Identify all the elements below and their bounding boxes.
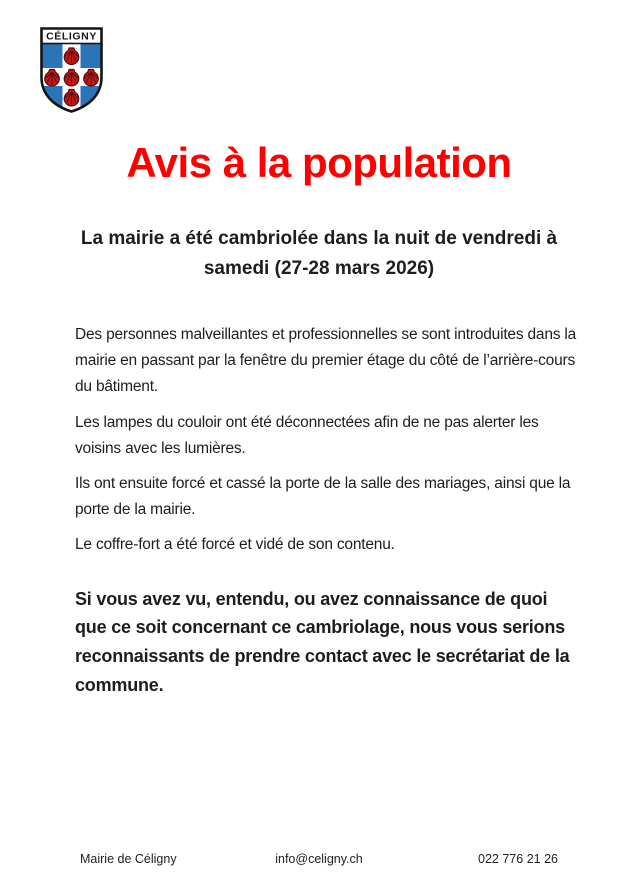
footer-organization: Mairie de Céligny bbox=[80, 852, 177, 866]
notice-subtitle: La mairie a été cambriolée dans la nuit … bbox=[80, 228, 558, 280]
paragraph-safe: Le coffre-fort a été forcé et vidé de so… bbox=[75, 535, 395, 553]
shield-icon: CÉLIGNY bbox=[40, 27, 103, 113]
footer: Mairie de Céligny info@celigny.ch 022 77… bbox=[0, 852, 638, 866]
paragraph-intrusion: Des personnes malveillantes et professio… bbox=[75, 326, 577, 396]
celigny-coat-of-arms: CÉLIGNY bbox=[38, 25, 105, 115]
paragraph-doors: Ils ont ensuite forcé et cassé la porte … bbox=[75, 474, 571, 518]
notice-body: Des personnes malveillantes et professio… bbox=[75, 322, 585, 557]
coat-banner-text: CÉLIGNY bbox=[46, 30, 97, 43]
paragraph-lamps: Les lampes du couloir ont été déconnecté… bbox=[75, 413, 539, 457]
notice-title: Avis à la population bbox=[126, 139, 512, 186]
closing-appeal: Si vous avez vu, entendu, ou avez connai… bbox=[75, 588, 570, 696]
footer-phone: 022 776 21 26 bbox=[478, 852, 558, 866]
footer-email: info@celigny.ch bbox=[275, 852, 363, 866]
